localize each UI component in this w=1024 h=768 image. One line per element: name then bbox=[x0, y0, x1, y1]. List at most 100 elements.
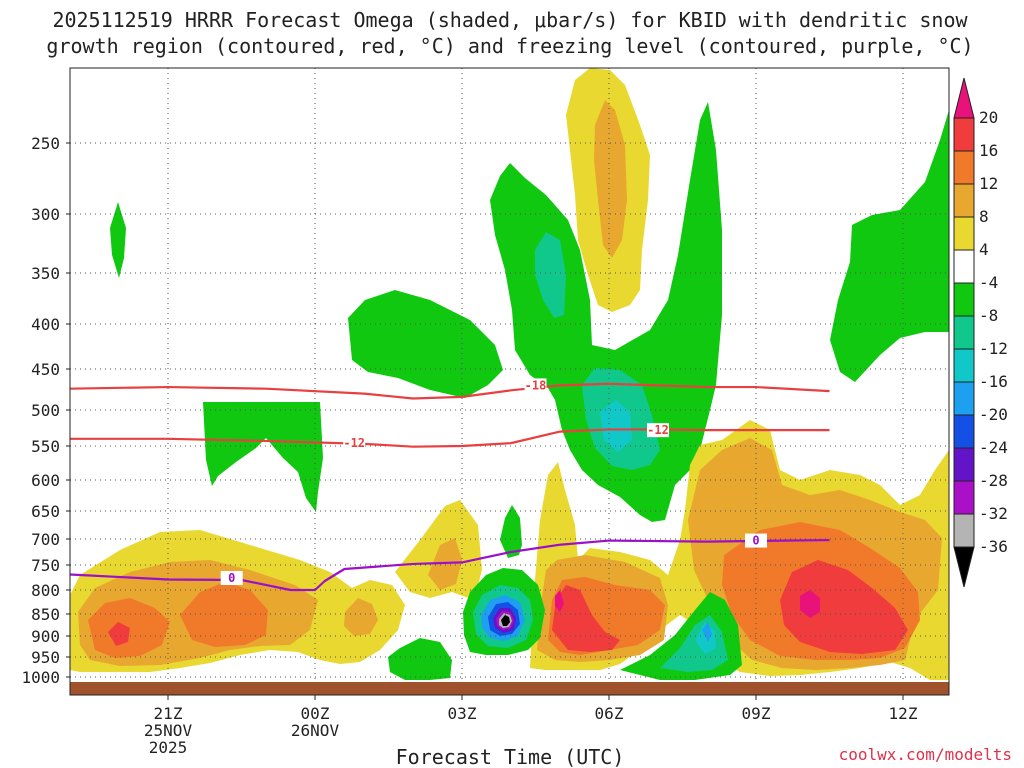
colorbar-segment bbox=[953, 150, 975, 185]
y-tick-label: 250 bbox=[31, 134, 60, 153]
omega-updraft-patch bbox=[203, 402, 323, 512]
omega-subsidence-patch bbox=[555, 590, 564, 612]
x-tick-label: 00Z bbox=[301, 704, 330, 723]
colorbar-segment bbox=[953, 381, 975, 416]
contour-label: -12 bbox=[343, 436, 365, 450]
colorbar-label: 4 bbox=[979, 240, 989, 259]
y-tick-label: 950 bbox=[31, 648, 60, 667]
colorbar-segment bbox=[953, 513, 975, 548]
y-tick-label: 300 bbox=[31, 205, 60, 224]
contour-label: -12 bbox=[647, 423, 669, 437]
y-tick-label: 400 bbox=[31, 315, 60, 334]
y-tick-label: 650 bbox=[31, 502, 60, 521]
omega-subsidence-patch bbox=[594, 100, 627, 258]
y-tick-label: 850 bbox=[31, 605, 60, 624]
omega-subsidence-patch bbox=[108, 622, 130, 646]
isotherm-line bbox=[70, 382, 830, 400]
x-tick-label: 25NOV bbox=[144, 721, 193, 740]
contour-label-bg bbox=[745, 533, 767, 548]
omega-updraft-patch bbox=[830, 110, 949, 382]
colorbar-segment bbox=[953, 348, 975, 383]
y-axis-pressure: 250 300 350 400 450 500 550 600 650 700 750 800 850 9… bbox=[21, 134, 70, 687]
omega-subsidence-patch bbox=[180, 582, 268, 647]
x-tick-label: 12Z bbox=[889, 704, 918, 723]
x-tick-label: 06Z bbox=[595, 704, 624, 723]
omega-shading bbox=[70, 68, 949, 680]
colorbar-label: -28 bbox=[979, 471, 1008, 490]
isotherm-line bbox=[70, 538, 830, 592]
contour-label: 0 bbox=[752, 534, 759, 548]
y-tick-label: 550 bbox=[31, 437, 60, 456]
omega-subsidence-patch bbox=[780, 560, 908, 654]
colorbar-label: -20 bbox=[979, 405, 1008, 424]
contour-label: 0 bbox=[228, 571, 235, 585]
colorbar-segment bbox=[953, 183, 975, 218]
colorbar-segment bbox=[953, 414, 975, 449]
colorbar-segment bbox=[953, 117, 975, 152]
x-axis-label: Forecast Time (UTC) bbox=[396, 745, 625, 768]
colorbar-segment bbox=[953, 249, 975, 284]
colorbar-label: -16 bbox=[979, 372, 1008, 391]
omega-subsidence-patch bbox=[552, 585, 620, 652]
omega-subsidence-patch bbox=[344, 598, 378, 636]
ground-strip bbox=[70, 682, 949, 695]
y-tick-label: 750 bbox=[31, 556, 60, 575]
omega-updraft-patch bbox=[501, 615, 510, 626]
colorbar-segment bbox=[953, 315, 975, 350]
colorbar-label: -24 bbox=[979, 438, 1008, 457]
contour-label-bg bbox=[524, 378, 547, 393]
colorbar: 20 16 12 8 4 -4 -8 -12 -16 -20 -24 -28 -32 -36 bbox=[953, 77, 1008, 588]
omega-updraft-patch bbox=[490, 102, 722, 522]
y-tick-label: 600 bbox=[31, 471, 60, 490]
omega-updraft-patch bbox=[702, 622, 712, 642]
colorbar-label: -12 bbox=[979, 339, 1008, 358]
contour-label: -18 bbox=[525, 378, 547, 392]
y-tick-label: 700 bbox=[31, 530, 60, 549]
omega-updraft-patch bbox=[110, 202, 126, 278]
colorbar-label: -36 bbox=[979, 537, 1008, 556]
x-tick-label: 03Z bbox=[448, 704, 477, 723]
x-tick-label: 21Z bbox=[154, 704, 183, 723]
y-tick-label: 450 bbox=[31, 360, 60, 379]
y-tick-label: 1000 bbox=[21, 668, 60, 687]
colorbar-arrow-bottom bbox=[953, 546, 975, 588]
colorbar-label: -32 bbox=[979, 504, 1008, 523]
colorbar-label: 8 bbox=[979, 207, 989, 226]
y-tick-label: 800 bbox=[31, 581, 60, 600]
omega-updraft-patch bbox=[388, 638, 452, 680]
contour-label-bg bbox=[343, 436, 366, 451]
omega-updraft-patch bbox=[535, 232, 566, 318]
x-tick-label: 09Z bbox=[742, 704, 771, 723]
colorbar-label: -4 bbox=[979, 273, 998, 292]
colorbar-segment bbox=[953, 216, 975, 251]
colorbar-segment bbox=[953, 447, 975, 482]
colorbar-label: 12 bbox=[979, 174, 998, 193]
colorbar-label: 16 bbox=[979, 141, 998, 160]
omega-subsidence-patch bbox=[800, 590, 820, 618]
contour-label-bg bbox=[220, 571, 243, 585]
chart-title-line1: 2025112519 HRRR Forecast Omega (shaded, … bbox=[52, 8, 968, 32]
omega-updraft-patch bbox=[348, 290, 503, 398]
credit-text: coolwx.com/modelts bbox=[839, 745, 1012, 764]
colorbar-label: 20 bbox=[979, 108, 998, 127]
plot-frame bbox=[69, 67, 950, 696]
colorbar-segment bbox=[953, 282, 975, 317]
omega-updraft-patch bbox=[500, 505, 522, 558]
colorbar-label: -8 bbox=[979, 306, 998, 325]
x-tick-label: 26NOV bbox=[291, 721, 340, 740]
y-tick-label: 350 bbox=[31, 264, 60, 283]
y-tick-label: 500 bbox=[31, 401, 60, 420]
isotherm-line bbox=[70, 428, 830, 448]
colorbar-segment bbox=[953, 480, 975, 515]
omega-updraft-patch bbox=[600, 400, 632, 452]
y-tick-label: 900 bbox=[31, 627, 60, 646]
colorbar-arrow-top bbox=[953, 77, 975, 119]
chart-title-line2: growth region (contoured, red, °C) and f… bbox=[46, 34, 973, 58]
contour-label-bg bbox=[647, 423, 669, 438]
x-tick-label: 2025 bbox=[149, 738, 188, 757]
omega-updraft-patch bbox=[695, 622, 716, 654]
